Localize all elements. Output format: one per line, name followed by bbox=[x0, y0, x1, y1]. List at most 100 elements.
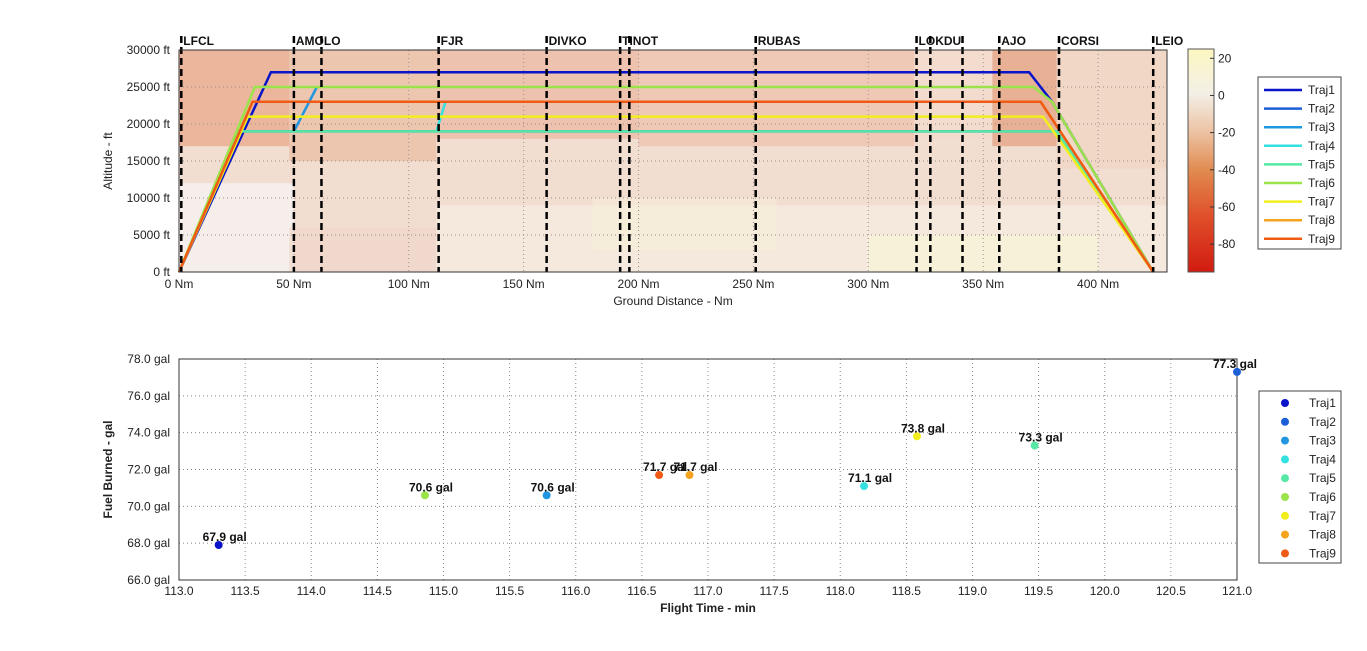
legend-marker bbox=[1281, 436, 1289, 445]
colorbar-tick-label: -40 bbox=[1218, 163, 1236, 177]
x-tick-label: 113.0 bbox=[164, 584, 193, 598]
legend-label: Traj7 bbox=[1308, 195, 1335, 209]
x-tick-label: 114.0 bbox=[297, 584, 326, 598]
legend-box bbox=[1258, 390, 1342, 564]
y-tick-label: 74.0 gal bbox=[127, 426, 170, 440]
x-tick-label: 150 Nm bbox=[503, 277, 545, 291]
x-tick-label: 116.0 bbox=[561, 584, 590, 598]
data-label: 70.6 gal bbox=[531, 480, 575, 494]
y-tick-label: 30000 ft bbox=[127, 43, 171, 57]
data-label: 71.7 gal bbox=[673, 460, 717, 474]
data-label: 73.3 gal bbox=[1019, 431, 1063, 445]
y-tick-label: 15000 ft bbox=[127, 154, 171, 168]
y-tick-label: 0 ft bbox=[153, 265, 170, 279]
waypoint-label: RUBAS bbox=[758, 34, 801, 48]
y-tick-label: 70.0 gal bbox=[127, 499, 170, 513]
legend-label: Traj6 bbox=[1308, 176, 1335, 190]
legend-marker bbox=[1281, 530, 1289, 539]
x-tick-label: 50 Nm bbox=[276, 277, 311, 291]
y-tick-label: 20000 ft bbox=[127, 117, 171, 131]
y-tick-label: 10000 ft bbox=[127, 191, 171, 205]
x-tick-label: 119.0 bbox=[958, 584, 987, 598]
legend-label: Traj1 bbox=[1309, 396, 1336, 410]
legend-marker bbox=[1281, 549, 1289, 558]
x-tick-label: 118.5 bbox=[892, 584, 921, 598]
x-tick-label: 200 Nm bbox=[618, 277, 660, 291]
x-tick-label: 113.5 bbox=[231, 584, 260, 598]
colorbar-tick-label: 20 bbox=[1218, 51, 1232, 65]
x-tick-label: 121.0 bbox=[1222, 584, 1252, 598]
x-tick-label: 114.5 bbox=[363, 584, 392, 598]
x-tick-label: 0 Nm bbox=[165, 277, 194, 291]
x-tick-label: 400 Nm bbox=[1077, 277, 1119, 291]
legend-label: Traj6 bbox=[1309, 490, 1336, 504]
legend-label: Traj9 bbox=[1309, 546, 1336, 560]
y-axis-label: Altitude - ft bbox=[101, 132, 115, 190]
data-label: 71.7 gal bbox=[643, 460, 687, 474]
x-tick-label: 120.0 bbox=[1090, 584, 1120, 598]
data-point-traj3 bbox=[542, 491, 551, 500]
x-tick-label: 300 Nm bbox=[847, 277, 889, 291]
trajectory-line-traj3 bbox=[292, 86, 318, 132]
legend-label: Traj5 bbox=[1309, 471, 1336, 485]
legend-label: Traj4 bbox=[1308, 139, 1335, 153]
data-label: 67.9 gal bbox=[203, 530, 247, 544]
legend-label: Traj8 bbox=[1308, 213, 1335, 227]
waypoint-label: LEIO bbox=[1155, 34, 1183, 48]
x-tick-label: 100 Nm bbox=[388, 277, 430, 291]
heatmap-cell bbox=[289, 227, 437, 272]
data-label: 70.6 gal bbox=[409, 480, 453, 494]
waypoint-label: AMOLO bbox=[296, 34, 341, 48]
legend-label: Traj3 bbox=[1309, 434, 1336, 448]
x-tick-label: 119.5 bbox=[1024, 584, 1053, 598]
waypoint-label: LOKDU bbox=[919, 34, 962, 48]
legend-label: Traj2 bbox=[1308, 102, 1335, 116]
legend-label: Traj5 bbox=[1308, 157, 1335, 171]
waypoint-label: CORSI bbox=[1061, 34, 1099, 48]
heatmap-cell bbox=[436, 50, 639, 139]
legend-label: Traj8 bbox=[1309, 528, 1336, 542]
waypoint-label: DIVKO bbox=[549, 34, 587, 48]
legend-label: Traj9 bbox=[1308, 232, 1335, 246]
legend-marker bbox=[1281, 493, 1289, 501]
y-tick-label: 66.0 gal bbox=[127, 573, 170, 587]
data-point-traj9 bbox=[655, 471, 664, 480]
data-point-traj6 bbox=[420, 491, 429, 500]
trajectory-line-traj6 bbox=[177, 85, 1155, 273]
waypoint-label: TINOT bbox=[622, 34, 659, 48]
heatmap-cell bbox=[868, 235, 1099, 272]
heatmap-cell bbox=[592, 198, 777, 250]
legend-marker bbox=[1281, 417, 1289, 426]
legend-marker bbox=[1281, 474, 1289, 483]
data-point-traj4 bbox=[860, 482, 869, 491]
legend-marker bbox=[1281, 455, 1289, 464]
data-label: 71.1 gal bbox=[848, 471, 892, 485]
heatmap-cell bbox=[1056, 50, 1167, 169]
legend-label: Traj3 bbox=[1308, 120, 1335, 134]
data-point-traj8 bbox=[685, 471, 694, 480]
x-axis-label: Flight Time - min bbox=[660, 601, 756, 615]
colorbar bbox=[1187, 48, 1215, 273]
y-axis-label: Fuel Burned - gal bbox=[101, 420, 115, 518]
y-tick-label: 72.0 gal bbox=[127, 463, 170, 477]
colorbar-tick-label: -60 bbox=[1218, 200, 1236, 214]
x-tick-label: 250 Nm bbox=[732, 277, 774, 291]
waypoint-label: LFCL bbox=[183, 34, 214, 48]
y-tick-label: 25000 ft bbox=[127, 80, 171, 94]
waypoint-label: FJR bbox=[441, 34, 464, 48]
legend-marker bbox=[1281, 399, 1289, 407]
x-tick-label: 115.0 bbox=[429, 584, 458, 598]
legend-label: Traj1 bbox=[1308, 83, 1335, 97]
plot-frame bbox=[178, 49, 1168, 273]
altitude-profile-chart: LFCL AMOLO FJR DIVKO TINOT RUBAS LOKDU AJO CORSI… bbox=[101, 34, 1342, 308]
fuel-vs-time-chart: 67.9 gal 77.3 gal 70.6 gal 71.1 gal 73.3 gal… bbox=[101, 352, 1342, 615]
y-tick-label: 76.0 gal bbox=[127, 389, 170, 403]
heatmap-cell bbox=[289, 50, 437, 161]
data-label: 77.3 gal bbox=[1213, 357, 1257, 371]
data-point-traj1 bbox=[214, 541, 223, 550]
colorbar-tick-label: -80 bbox=[1218, 237, 1236, 251]
x-axis-label: Ground Distance - Nm bbox=[613, 294, 732, 308]
legend-label: Traj2 bbox=[1309, 415, 1336, 429]
